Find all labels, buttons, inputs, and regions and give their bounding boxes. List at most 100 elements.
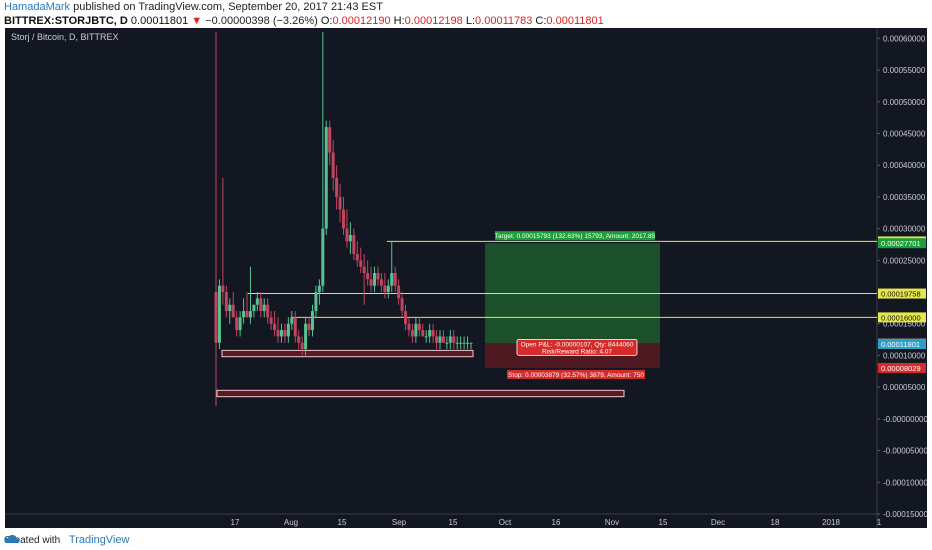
x-tick-label: Aug (284, 518, 298, 527)
x-tick-label: 18 (771, 518, 780, 527)
y-tick-label: 0.00060000 (883, 34, 926, 43)
stop-label: Stop: 0.00003879 (32.57%) 3879, Amount: … (508, 372, 644, 379)
candle-body (290, 317, 294, 324)
x-tick-label: Nov (605, 518, 619, 527)
candle-body (407, 323, 411, 331)
candle-body (469, 342, 473, 344)
candle-body (459, 342, 463, 344)
low-label: L: (465, 15, 476, 27)
x-tick-label: 15 (659, 518, 668, 527)
candle-body (245, 311, 249, 318)
y-tick-label: 0.00005000 (883, 383, 926, 392)
y-tick-label: -0.00005000 (883, 447, 927, 456)
candle-body (248, 311, 252, 318)
candle-body (352, 234, 356, 254)
price-badge-label: 0.00011801 (881, 340, 920, 349)
candle-body (383, 285, 387, 293)
candle-body (393, 273, 397, 286)
price-badge-label: 0.00008029 (881, 364, 921, 373)
tradingview-link[interactable]: TradingView (68, 534, 130, 546)
price-badge-bg (878, 312, 926, 323)
x-tick-label: 17 (231, 518, 240, 527)
candle-body (310, 311, 314, 331)
candle-body (404, 311, 408, 324)
candle-body (300, 342, 304, 350)
candle-body (242, 311, 246, 318)
y-tick-label: 0.00035000 (883, 193, 926, 202)
candle-body (286, 323, 290, 337)
open-label: O: (320, 15, 333, 27)
x-tick-label: Sep (392, 518, 407, 527)
candle-body (362, 266, 366, 273)
candle-body (324, 127, 328, 229)
candle-body (390, 273, 394, 286)
publish-info: published on TradingView.com, September … (70, 1, 383, 13)
candle-body (355, 253, 359, 261)
candle-body (235, 317, 239, 331)
candle-body (283, 330, 287, 337)
y-tick-label: 0.00040000 (883, 161, 926, 170)
candle-body (304, 323, 308, 350)
candle-body (438, 336, 442, 343)
candle-body (462, 342, 466, 344)
risk-reward-label: Risk/Reward Ratio: 4.07 (542, 348, 612, 355)
created-with-label: Created with (4, 535, 61, 546)
candle-body (452, 336, 456, 343)
y-tick-label: 0.00050000 (883, 98, 926, 107)
y-tick-label: 0.00015000 (883, 320, 926, 329)
candle-body (359, 260, 363, 267)
candle-body (335, 177, 339, 197)
candle-body (421, 330, 425, 337)
pnl-label-bg (516, 338, 638, 356)
candle-body (259, 298, 263, 312)
y-tick-label: -0.00010000 (883, 478, 927, 487)
y-tick-label: -0.00015000 (883, 510, 927, 519)
price-chart[interactable]: Storj / Bitcoin, D, BITTREX 0.00060000 0.0… (5, 28, 927, 528)
price-badge-bg (878, 288, 926, 299)
candle-body (342, 209, 345, 229)
candle-body (231, 304, 235, 318)
candle-body (279, 330, 283, 337)
close-value: 0.00011801 (546, 15, 604, 27)
candle-body (400, 298, 404, 312)
x-tick-label: 15 (449, 518, 458, 527)
close-label: C: (535, 15, 547, 27)
y-tick-label: -0.00000000 (883, 415, 927, 424)
candle-body (410, 330, 414, 337)
candle-body (379, 279, 383, 286)
candle-body (466, 342, 470, 344)
y-tick-label: 0.00055000 (883, 66, 926, 75)
candle-body (224, 292, 228, 312)
candle-body (441, 336, 445, 343)
support-box (221, 349, 474, 358)
chart-area[interactable]: Storj / Bitcoin, D, BITTREX 0.00060000 0.0… (5, 28, 927, 528)
author-link[interactable]: HamadaMark (4, 1, 71, 13)
candle-body (214, 292, 218, 343)
support-box (216, 389, 625, 398)
candle-body (338, 196, 342, 210)
candle-body (252, 304, 256, 312)
candle-body (424, 336, 428, 338)
candle-body (297, 336, 301, 343)
candle-body (228, 304, 232, 312)
low-value: 0.00011783 (475, 15, 533, 27)
x-tick-label: Oct (499, 518, 512, 527)
price-badge-label: 0.00016000 (881, 313, 921, 322)
pnl-label: Open P&L: -0.00000107, Qty: 8444060 (521, 341, 634, 348)
publish-line: HamadaMark published on TradingView.com,… (4, 1, 383, 13)
candle-body (369, 279, 373, 286)
chart-title: Storj / Bitcoin, D, BITTREX (11, 32, 119, 42)
candle-body (331, 152, 335, 178)
candle-body (273, 323, 277, 331)
candle-body (376, 273, 380, 280)
last-price: 0.00011801 (130, 15, 189, 27)
open-value: 0.00012190 (332, 15, 391, 27)
candle-body (435, 336, 439, 343)
candle-body (217, 285, 221, 343)
footer: Created with TradingView (4, 534, 129, 546)
stop-label-bg (507, 369, 645, 379)
candle-body (366, 273, 370, 280)
candle-body (328, 127, 332, 153)
candle-body (348, 234, 352, 242)
x-tick-label: Dec (711, 518, 725, 527)
